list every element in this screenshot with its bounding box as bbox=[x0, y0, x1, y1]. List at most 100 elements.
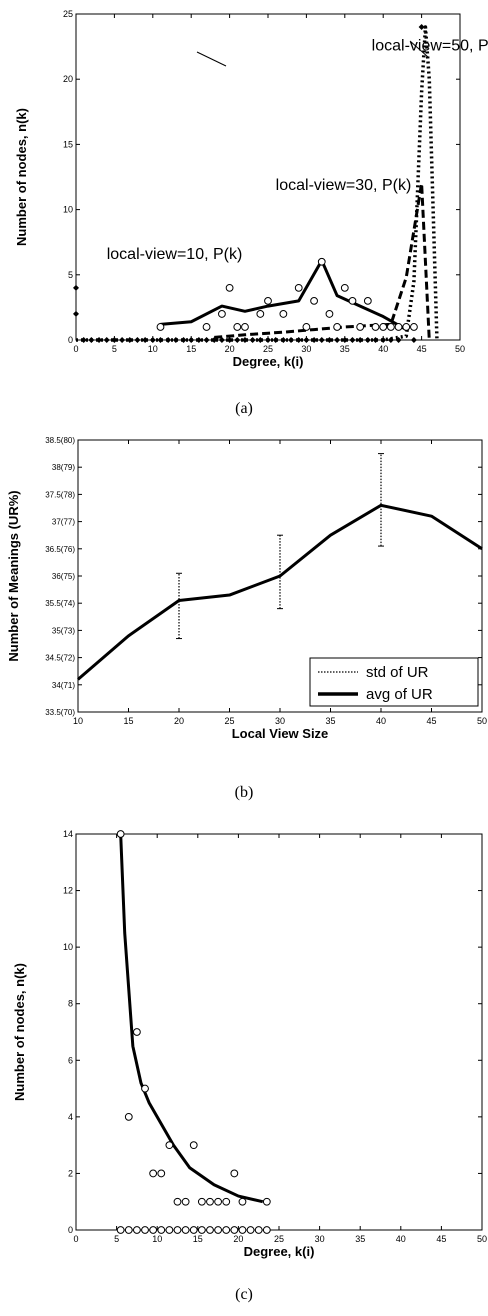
data-point-diamond bbox=[218, 337, 225, 343]
data-point-circle bbox=[189, 1141, 198, 1150]
x-tick-label: 15 bbox=[186, 344, 196, 354]
y-tick-label: 36.5(76) bbox=[45, 545, 75, 554]
data-point-circle bbox=[402, 323, 411, 331]
data-point-diamond bbox=[311, 337, 318, 343]
data-point-circle bbox=[189, 1226, 198, 1234]
data-point-circle bbox=[238, 1197, 247, 1206]
y-tick-label: 37.5(78) bbox=[45, 490, 75, 499]
data-point-circle bbox=[124, 1226, 133, 1234]
data-point-diamond bbox=[326, 337, 333, 343]
data-point-diamond bbox=[372, 337, 379, 343]
data-point-diamond bbox=[103, 337, 110, 343]
data-point-circle bbox=[156, 323, 165, 331]
data-point-diamond bbox=[195, 337, 202, 343]
data-point-circle bbox=[238, 1226, 247, 1234]
legend-box bbox=[309, 657, 479, 707]
data-point-circle bbox=[233, 323, 242, 331]
y-tick-label: 8 bbox=[68, 999, 73, 1009]
data-point-diamond bbox=[241, 337, 248, 343]
annotation-label: local-view=50, P(k) bbox=[372, 38, 488, 55]
x-tick-label: 10 bbox=[148, 344, 158, 354]
data-point-circle bbox=[230, 1169, 239, 1178]
data-point-diamond bbox=[165, 337, 172, 343]
x-tick-label: 20 bbox=[225, 344, 235, 354]
data-point-circle bbox=[157, 1169, 166, 1178]
data-point-circle bbox=[173, 1226, 182, 1234]
data-point-diamond bbox=[149, 337, 156, 343]
series-line-1 bbox=[214, 182, 431, 341]
x-tick-label: 10 bbox=[152, 1234, 162, 1244]
x-tick-label: 40 bbox=[378, 344, 388, 354]
y-tick-label: 6 bbox=[68, 1055, 73, 1065]
y-tick-label: 34.5(72) bbox=[45, 654, 75, 663]
data-point-circle bbox=[197, 1226, 206, 1234]
data-point-circle bbox=[181, 1197, 190, 1206]
data-point-circle bbox=[165, 1226, 174, 1234]
x-tick-label: 30 bbox=[301, 344, 311, 354]
data-point-circle bbox=[279, 310, 288, 318]
data-point-circle bbox=[214, 1197, 223, 1206]
chart-a-panel: 0 5 10 15 20 25 30 35 40 45 50 0 5 10 15 20 25 Degree, k(… bbox=[0, 0, 488, 430]
y-tick-label: 0 bbox=[68, 1225, 73, 1235]
x-tick-label: 25 bbox=[274, 1234, 284, 1244]
data-point-diamond bbox=[119, 337, 126, 343]
data-point-diamond bbox=[88, 337, 95, 343]
x-tick-label: 35 bbox=[325, 716, 335, 726]
data-point-circle bbox=[206, 1226, 214, 1234]
chart-b-panel: 10 15 20 25 30 35 40 45 50 33.5(70) 34(71) 34.5(72)… bbox=[0, 430, 488, 820]
x-tick-label: 40 bbox=[396, 1234, 406, 1244]
annotation-arrow bbox=[196, 51, 227, 67]
data-point-circle bbox=[262, 1226, 271, 1234]
x-tick-label: 30 bbox=[315, 1234, 325, 1244]
data-point-circle bbox=[149, 1226, 158, 1234]
data-point-circle bbox=[225, 283, 234, 292]
data-point-diamond bbox=[265, 337, 271, 343]
x-tick-label: 45 bbox=[426, 716, 436, 726]
chart-a-caption: (a) bbox=[235, 400, 253, 417]
data-point-diamond bbox=[257, 337, 264, 343]
data-point-circle bbox=[340, 283, 349, 292]
data-point-diamond bbox=[172, 337, 179, 343]
data-point-circle bbox=[173, 1197, 182, 1206]
chart-b: 10 15 20 25 30 35 40 45 50 33.5(70) 34(71) 34.5(72)… bbox=[6, 436, 487, 741]
data-point-diamond bbox=[418, 24, 425, 31]
y-axis-label: Number of nodes, n(k) bbox=[14, 108, 29, 246]
data-point-diamond bbox=[349, 337, 356, 343]
y-tick-label: 10 bbox=[63, 205, 73, 215]
data-point-circle bbox=[386, 323, 395, 331]
y-tick-label: 0 bbox=[68, 335, 73, 345]
x-tick-label: 40 bbox=[376, 716, 386, 726]
y-tick-label: 35.5(74) bbox=[45, 599, 75, 608]
data-point-circle bbox=[133, 1226, 141, 1234]
legend-avg-label: avg of UR bbox=[366, 686, 433, 703]
x-tick-label: 45 bbox=[436, 1234, 446, 1244]
data-point-diamond bbox=[280, 337, 287, 343]
annotation-label: local-view=10, P(k) bbox=[107, 246, 243, 263]
data-point-diamond bbox=[111, 337, 118, 343]
x-tick-label: 10 bbox=[73, 716, 83, 726]
data-point-circle bbox=[218, 310, 226, 318]
x-tick-label: 5 bbox=[114, 1234, 119, 1244]
data-point-diamond bbox=[73, 310, 79, 317]
x-tick-label: 20 bbox=[174, 716, 184, 726]
x-tick-label: 50 bbox=[477, 716, 487, 726]
legend-std-label: std of UR bbox=[366, 664, 429, 681]
data-point-diamond bbox=[126, 337, 133, 343]
data-point-circle bbox=[116, 1226, 125, 1234]
data-point-circle bbox=[310, 296, 318, 305]
data-point-diamond bbox=[357, 337, 364, 343]
y-tick-label: 38.5(80) bbox=[45, 436, 75, 445]
chart-c-caption: (c) bbox=[235, 1286, 253, 1303]
data-point-circle bbox=[371, 323, 380, 331]
data-point-circle bbox=[222, 1226, 231, 1234]
data-point-diamond bbox=[226, 337, 233, 343]
y-tick-label: 5 bbox=[68, 270, 73, 280]
y-tick-label: 25 bbox=[63, 9, 73, 19]
y-axis-label: Number of nodes, n(k) bbox=[12, 963, 27, 1101]
data-point-diamond bbox=[142, 337, 149, 343]
y-tick-label: 20 bbox=[63, 74, 73, 84]
data-point-diamond bbox=[380, 337, 387, 343]
data-point-diamond bbox=[96, 337, 103, 343]
data-point-circle bbox=[379, 323, 388, 331]
